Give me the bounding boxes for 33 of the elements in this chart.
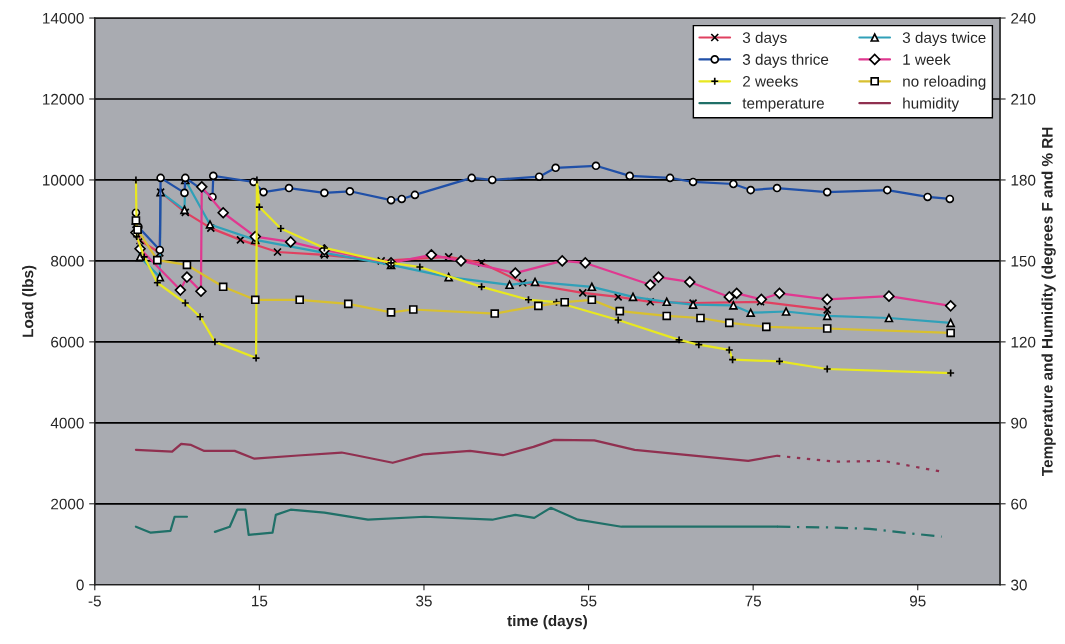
y-tick-label: 4000: [50, 417, 84, 429]
legend-label: humidity: [903, 97, 960, 112]
y-tick-label: 2000: [51, 498, 84, 510]
legend-label: 3 days thrice: [742, 53, 829, 68]
legend-label: 1 week: [903, 53, 951, 65]
y-tick-label: 14000: [43, 12, 84, 24]
x-tick-label: 55: [580, 595, 597, 607]
legend-label: no reloading: [903, 75, 986, 90]
y2-tick-label: 30: [1011, 579, 1027, 591]
x-axis-title: time (days): [507, 614, 587, 630]
y2-tick-label: 90: [1011, 417, 1027, 429]
x-tick-label: 75: [745, 595, 762, 607]
y-tick-label: 12000: [43, 93, 84, 105]
y2-tick-label: 60: [1011, 498, 1027, 510]
y-tick-label: 10000: [43, 174, 84, 186]
x-tick-label: 35: [416, 595, 432, 607]
y2-tick-label: 240: [1011, 12, 1036, 24]
y-tick-label: 6000: [51, 336, 84, 348]
y2-axis-title: Temperature and Humidity (degrees F and % RH: [1041, 127, 1056, 476]
legend-label: 3 days: [742, 31, 787, 47]
y2-tick-label: 120: [1011, 336, 1036, 348]
legend-label: 3 days twice: [902, 31, 986, 47]
legend-label: 2 weeks: [743, 75, 798, 87]
y-tick-label: 0: [76, 579, 84, 591]
x-tick-label: -5: [88, 595, 101, 607]
y2-tick-label: 180: [1011, 174, 1036, 186]
y-tick-label: 8000: [51, 255, 84, 267]
y2-tick-label: 150: [1011, 255, 1036, 267]
x-tick-label: 15: [252, 595, 268, 607]
y2-tick-label: 210: [1011, 93, 1036, 105]
x-tick-label: 95: [909, 595, 926, 607]
legend-label: temperature: [742, 98, 824, 112]
y-axis-title: Load (lbs): [22, 265, 37, 337]
